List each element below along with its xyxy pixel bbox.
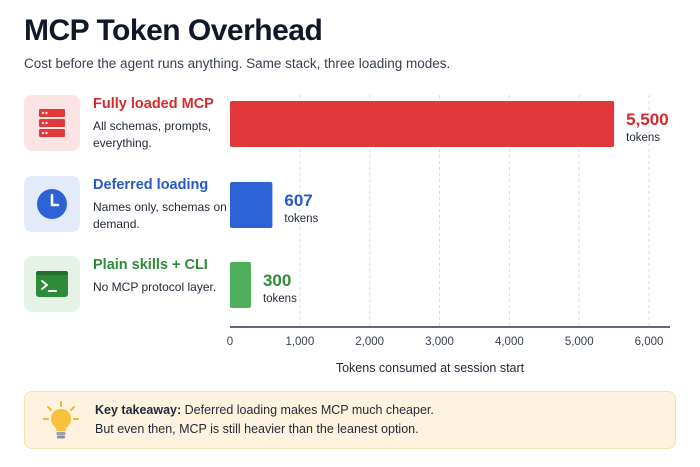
data-label: 607 <box>284 191 312 210</box>
row-deferred-loading: Deferred loading Names only, schemas on … <box>24 176 227 232</box>
data-label-unit: tokens <box>263 293 297 305</box>
page-subtitle: Cost before the agent runs anything. Sam… <box>24 56 451 71</box>
row-name: Deferred loading <box>93 177 209 193</box>
x-tick-label: 4,000 <box>495 336 524 348</box>
takeaway-label: Key takeaway: <box>95 403 182 417</box>
takeaway-box: Key takeaway: Deferred loading makes MCP… <box>24 391 676 449</box>
x-tick-label: 1,000 <box>285 336 314 348</box>
x-tick-label: 5,000 <box>565 336 594 348</box>
lightbulb-icon <box>41 400 81 447</box>
x-tick-label: 2,000 <box>355 336 384 348</box>
row-name: Plain skills + CLI <box>93 257 208 273</box>
x-tick-label: 0 <box>227 336 233 348</box>
bar <box>230 182 273 228</box>
x-axis-label: Tokens consumed at session start <box>336 361 525 375</box>
bar <box>230 262 251 308</box>
row-description: All schemas, prompts, everything. <box>93 119 212 150</box>
row-plain-skills: Plain skills + CLI No MCP protocol layer… <box>24 256 224 312</box>
terminal-icon <box>24 256 80 312</box>
bar-chart: 5,500 tokens 607 tokens 300 tokens 0 1,000 2,000… <box>227 95 670 375</box>
x-tick-label: 3,000 <box>425 336 454 348</box>
page-title: MCP Token Overhead <box>24 14 323 47</box>
data-label: 5,500 <box>626 110 669 129</box>
data-label-unit: tokens <box>284 213 318 225</box>
server-stack-icon <box>24 95 80 151</box>
x-tick-label: 6,000 <box>635 336 664 348</box>
row-name: Fully loaded MCP <box>93 96 214 112</box>
row-description: Names only, schemas on demand. <box>93 200 227 231</box>
clock-icon <box>24 176 80 232</box>
data-label: 300 <box>263 271 291 290</box>
data-label-unit: tokens <box>626 132 660 144</box>
takeaway-line-2: But even then, MCP is still heavier than… <box>95 422 419 436</box>
row-description: No MCP protocol layer. <box>93 280 217 294</box>
row-fully-loaded: Fully loaded MCP All schemas, prompts, e… <box>24 95 224 151</box>
bar <box>230 101 615 147</box>
takeaway-line-1: Deferred loading makes MCP much cheaper. <box>181 403 434 417</box>
